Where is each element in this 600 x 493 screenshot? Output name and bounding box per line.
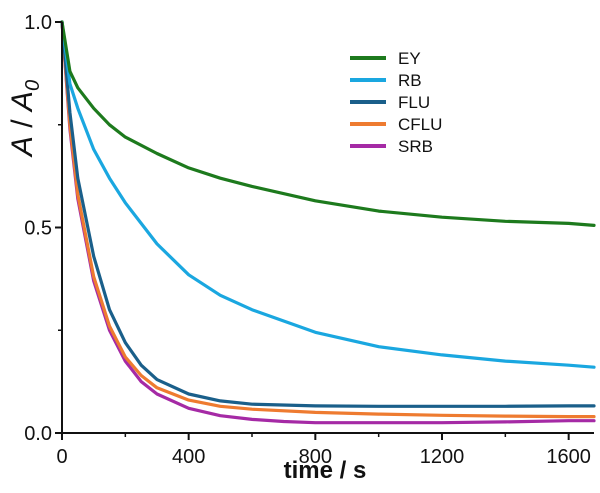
y-axis-title: A / A0 (6, 80, 44, 158)
axes-layer (61, 22, 594, 434)
legend-label-srb: SRB (398, 137, 433, 156)
legend-label-rb: RB (398, 71, 422, 90)
series-line-flu (60, 20, 596, 408)
legend-label-ey: EY (398, 49, 421, 68)
series-line-cflu (60, 20, 596, 419)
series-line-ey (60, 20, 596, 227)
ticks-layer: 0 400 800 1200 1600 0.0 0.5 1.0 (24, 12, 591, 468)
legend: EY RB FLU CFLU SRB (350, 49, 442, 156)
x-tick-label: 800 (299, 446, 332, 468)
legend-label-flu: FLU (398, 93, 430, 112)
y-tick-label: 0.0 (24, 423, 52, 445)
series-layer (60, 20, 596, 425)
y-tick-label: 0.5 (24, 218, 52, 240)
y-axis-title-slash: / (6, 111, 39, 136)
series-line-rb (60, 20, 596, 369)
x-tick-label: 0 (56, 446, 67, 468)
x-tick-label: 1200 (420, 446, 465, 468)
y-tick-label: 1.0 (24, 12, 52, 34)
x-axis-title: time / s (284, 457, 367, 484)
x-tick-label: 400 (172, 446, 205, 468)
legend-label-cflu: CFLU (398, 115, 442, 134)
y-axis-title-sub: 0 (22, 80, 44, 91)
y-axis-title-b: A (6, 91, 39, 113)
y-axis-title-a: A (6, 136, 39, 158)
x-tick-label: 1600 (546, 446, 591, 468)
